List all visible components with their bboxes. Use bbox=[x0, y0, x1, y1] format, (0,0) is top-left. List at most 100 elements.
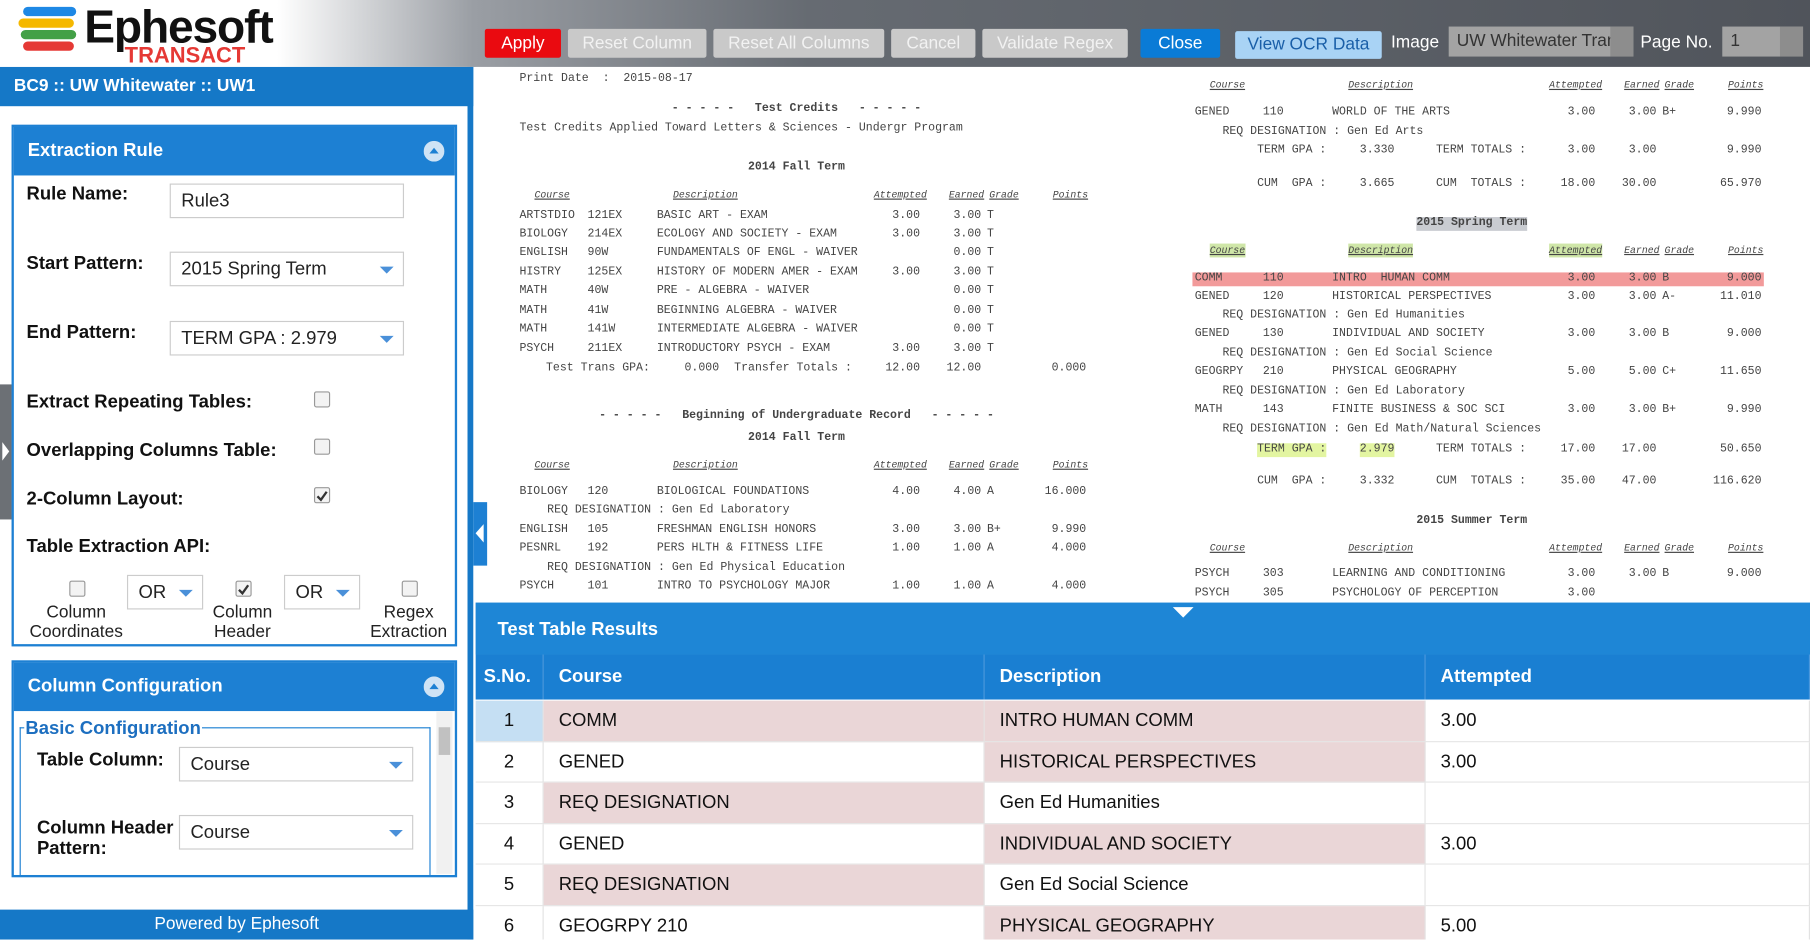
validate-regex-button[interactable]: Validate Regex bbox=[982, 28, 1128, 58]
doc-text: A bbox=[986, 485, 994, 499]
doc-text: 47.00 bbox=[1621, 475, 1657, 489]
doc-text: PERS HLTH & FITNESS LIFE bbox=[656, 542, 824, 556]
checkbox[interactable] bbox=[235, 580, 252, 597]
table-header-row: S.No. Course Description Attempted bbox=[475, 654, 1810, 700]
side-tab[interactable] bbox=[0, 384, 12, 520]
operator-value: OR bbox=[295, 582, 324, 603]
reset-column-button[interactable]: Reset Column bbox=[567, 28, 707, 58]
operator-value: OR bbox=[138, 582, 167, 603]
rule-name-label: Rule Name: bbox=[26, 184, 129, 205]
document-viewer: Print Date : 2015-08-17 - - - - - Test Cr… bbox=[475, 66, 1810, 603]
table-cell: 3 bbox=[475, 782, 544, 824]
table-column-label: Table Column: bbox=[36, 750, 164, 770]
doc-text: CUM GPA : bbox=[1257, 475, 1327, 489]
doc-text: BIOLOGY bbox=[519, 228, 568, 242]
rule-name-input[interactable]: Rule3 bbox=[169, 183, 405, 219]
doc-text: 3.330 bbox=[1359, 144, 1395, 157]
doc-text: 3.00 bbox=[892, 342, 921, 356]
checkbox[interactable] bbox=[313, 438, 331, 455]
doc-text: T bbox=[986, 323, 994, 336]
option-label: 2-Column Layout: bbox=[26, 489, 184, 510]
doc-text: Grade bbox=[1664, 244, 1695, 257]
close-button[interactable]: Close bbox=[1140, 28, 1221, 58]
expand-tab[interactable] bbox=[1157, 603, 1226, 621]
api-option-label: Column Coordinates bbox=[29, 602, 123, 642]
table-row[interactable]: 3 REQ DESIGNATION Gen Ed Humanities bbox=[475, 782, 1810, 824]
image-label: Image bbox=[1390, 32, 1440, 52]
doc-text: Attempted bbox=[873, 459, 927, 471]
option-label: Overlapping Columns Table: bbox=[26, 440, 277, 461]
doc-text: BASIC ART - EXAM bbox=[656, 210, 768, 223]
reset-all-button[interactable]: Reset All Columns bbox=[713, 28, 885, 58]
operator-select[interactable]: OR bbox=[126, 574, 204, 610]
checkbox[interactable] bbox=[401, 580, 418, 597]
select-caret bbox=[1610, 26, 1634, 57]
start-pattern-select[interactable]: 2015 Spring Term bbox=[169, 251, 405, 287]
doc-text: 3.00 bbox=[892, 210, 921, 223]
doc-text: 11.650 bbox=[1719, 365, 1762, 379]
doc-text: FUNDAMENTALS OF ENGL - WAIVER bbox=[656, 247, 858, 260]
collapse-icon[interactable] bbox=[423, 676, 445, 698]
doc-text: 2015 Summer Term bbox=[1416, 514, 1528, 528]
doc-text: 130 bbox=[1262, 327, 1284, 341]
collapse-icon[interactable] bbox=[423, 140, 445, 162]
view-ocr-button[interactable]: View OCR Data bbox=[1235, 31, 1382, 59]
table-cell: 5 bbox=[475, 864, 544, 906]
table-cell: 3.00 bbox=[1425, 741, 1810, 783]
apply-button[interactable]: Apply bbox=[484, 28, 562, 58]
table-row[interactable]: 5 REQ DESIGNATION Gen Ed Social Science bbox=[475, 864, 1810, 906]
doc-text: MATH bbox=[519, 285, 548, 298]
checkbox[interactable] bbox=[69, 580, 86, 597]
doc-text: Attempted bbox=[1549, 243, 1603, 258]
collapse-tab[interactable] bbox=[473, 502, 488, 566]
doc-text: 4.00 bbox=[892, 485, 921, 499]
table-cell bbox=[1425, 864, 1810, 906]
doc-text: Test Trans GPA: bbox=[546, 362, 650, 376]
doc-text: 3.00 bbox=[1567, 404, 1596, 417]
doc-text: 125EX bbox=[587, 266, 623, 280]
doc-text: REQ DESIGNATION : Gen Ed Laboratory bbox=[1222, 385, 1465, 399]
doc-text: CUM TOTALS : bbox=[1435, 177, 1527, 191]
doc-text: GEOGRPY bbox=[1194, 365, 1244, 379]
doc-text: TERM GPA : bbox=[1257, 443, 1327, 458]
image-value: UW Whitewater Tran bbox=[1456, 31, 1617, 51]
select-caret bbox=[335, 589, 350, 597]
image-select[interactable]: UW Whitewater Tran bbox=[1448, 26, 1634, 57]
doc-text: B bbox=[1662, 567, 1670, 581]
page-label: Page No. bbox=[1640, 32, 1713, 52]
doc-text: 0.00 bbox=[953, 285, 982, 298]
table-row[interactable]: 2 GENED HISTORICAL PERSPECTIVES 3.00 bbox=[475, 741, 1810, 783]
panel-title: Column Configuration bbox=[27, 676, 223, 697]
table-column-select[interactable]: Course bbox=[178, 746, 414, 782]
table-row[interactable]: 1 COMM INTRO HUMAN COMM 3.00 bbox=[475, 700, 1810, 742]
page-select[interactable]: 1 bbox=[1722, 26, 1804, 57]
scroll-thumb[interactable] bbox=[438, 727, 451, 755]
doc-text: HISTORICAL PERSPECTIVES bbox=[1332, 290, 1492, 304]
table-cell: GENED bbox=[543, 741, 985, 783]
cancel-button[interactable]: Cancel bbox=[891, 28, 976, 58]
doc-text: PHYSICAL GEOGRAPHY bbox=[1332, 365, 1457, 379]
doc-text: 16.000 bbox=[1044, 485, 1087, 499]
operator-select[interactable]: OR bbox=[283, 574, 361, 610]
doc-text: 5.00 bbox=[1628, 365, 1657, 379]
checkbox[interactable] bbox=[313, 391, 331, 408]
doc-text: 1.00 bbox=[953, 580, 982, 594]
doc-text: REQ DESIGNATION : Gen Ed Humanities bbox=[1222, 309, 1465, 323]
doc-text: 105 bbox=[587, 524, 609, 537]
checkbox[interactable] bbox=[313, 487, 331, 504]
doc-text: 9.990 bbox=[1726, 404, 1762, 417]
header-pattern-select[interactable]: Course bbox=[178, 814, 414, 850]
page-value: 1 bbox=[1730, 31, 1740, 51]
end-pattern-select[interactable]: TERM GPA : 2.979 bbox=[169, 320, 405, 356]
doc-text: 1.00 bbox=[892, 580, 921, 594]
doc-text: Earned bbox=[948, 189, 985, 201]
doc-text: 110 bbox=[1262, 272, 1284, 286]
doc-text: REQ DESIGNATION : Gen Ed Physical Educat… bbox=[547, 562, 846, 575]
doc-text: C+ bbox=[1662, 365, 1677, 379]
doc-text: 141W bbox=[587, 323, 616, 336]
scrollbar[interactable] bbox=[436, 711, 453, 874]
doc-text: 3.00 bbox=[1567, 587, 1596, 601]
table-row[interactable]: 6 GEOGRPY 210 PHYSICAL GEOGRAPHY 5.00 bbox=[476, 905, 1810, 940]
table-row[interactable]: 4 GENED INDIVIDUAL AND SOCIETY 3.00 bbox=[475, 823, 1810, 865]
doc-text: 3.00 bbox=[1628, 567, 1657, 581]
